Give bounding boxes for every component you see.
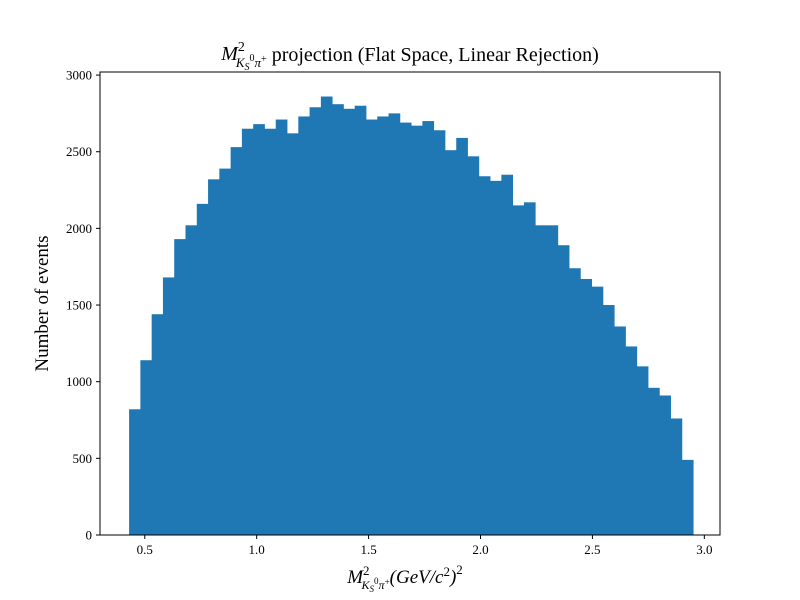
histogram-bar [602, 305, 615, 535]
histogram-bar [230, 147, 243, 536]
histogram-bar [490, 180, 502, 535]
histogram-bar [467, 156, 480, 535]
histogram-bar [625, 346, 638, 535]
histogram-bar [343, 108, 356, 535]
histogram-bar [365, 119, 378, 535]
histogram-bar [129, 409, 141, 535]
histogram-bar [264, 128, 277, 535]
histogram-bar [253, 124, 265, 536]
x-axis-label: M2 KS0π+(GeV/c2)2 [346, 562, 463, 594]
y-tick-label: 3000 [66, 68, 92, 83]
histogram-bar [535, 225, 547, 535]
histogram-bar [659, 395, 671, 535]
histogram-bar [196, 203, 209, 535]
x-tick-label: 2.5 [584, 542, 600, 557]
histogram-bar [670, 418, 683, 535]
histogram-bar [287, 133, 299, 535]
histogram-bar [140, 360, 153, 535]
histogram-bar [219, 168, 232, 535]
histogram-bar [501, 174, 514, 535]
histogram-bar [546, 225, 559, 535]
histogram-bar [636, 366, 649, 535]
y-tick-label: 500 [73, 451, 93, 466]
histogram-bar [185, 225, 198, 535]
y-axis-ticks: 0 500 1000 1500 2000 2500 3000 [66, 68, 100, 543]
histogram-bar [648, 387, 660, 535]
histogram-bar [614, 326, 626, 535]
y-tick-label: 0 [86, 528, 93, 543]
histogram-bar [591, 286, 604, 535]
chart-title: M2 KS0π+ projection (Flat Space, Linear R… [220, 40, 599, 73]
histogram-bar [298, 116, 310, 535]
x-tick-label: 2.0 [472, 542, 488, 557]
histogram-bar [174, 239, 186, 536]
y-tick-label: 2500 [66, 144, 92, 159]
y-tick-label: 1500 [66, 298, 92, 313]
histogram-bar [354, 105, 367, 535]
histogram-bar [399, 122, 412, 535]
y-axis-label: Number of events [32, 235, 53, 371]
plot-frame [99, 71, 721, 536]
histogram-bar [275, 119, 288, 535]
x-tick-label: 1.0 [249, 542, 265, 557]
y-tick-label: 2000 [66, 221, 92, 236]
histogram-bar [456, 137, 468, 536]
histogram-bar [681, 459, 694, 535]
histogram-bar [241, 128, 254, 535]
histogram-bar [309, 107, 322, 535]
histogram-bar [422, 121, 435, 535]
histogram-bar [557, 245, 570, 536]
histogram-bar [569, 268, 581, 535]
x-axis-ticks: 0.5 1.0 1.5 2.0 2.5 3.0 [137, 535, 712, 557]
histogram-bar [162, 277, 175, 535]
histogram-bar [523, 202, 536, 535]
histogram-bar [478, 176, 491, 536]
histogram-bar [151, 314, 164, 535]
x-tick-label: 1.5 [360, 542, 376, 557]
histogram-bar [411, 125, 423, 536]
histogram-bars [129, 96, 694, 536]
histogram-bar [580, 278, 593, 535]
x-tick-label: 0.5 [137, 542, 153, 557]
histogram-bar [444, 150, 457, 536]
histogram-bar [208, 179, 220, 536]
histogram-bar [512, 205, 525, 535]
histogram-bar [433, 130, 446, 535]
histogram-bar [388, 113, 401, 535]
histogram-bar [320, 96, 333, 536]
y-tick-label: 1000 [66, 374, 92, 389]
x-tick-label: 3.0 [696, 542, 712, 557]
histogram-bar [377, 116, 389, 535]
histogram-bar [332, 104, 344, 535]
